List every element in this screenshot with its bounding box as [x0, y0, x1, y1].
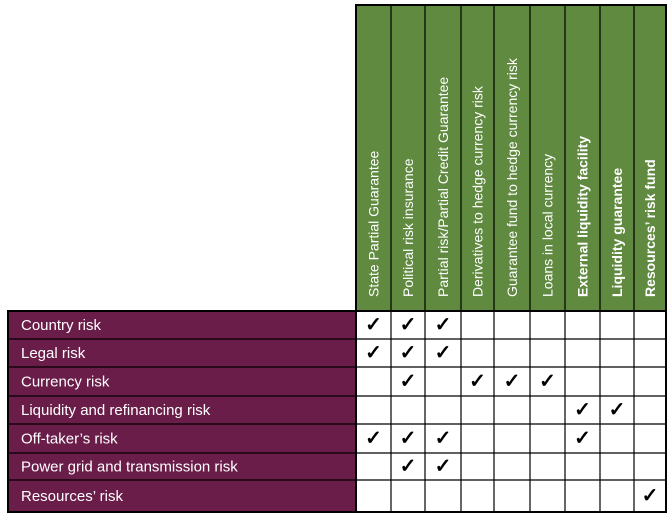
column-header-band [355, 4, 667, 312]
row-label: Country risk [21, 317, 102, 334]
row-label: Off-taker’s risk [21, 431, 118, 448]
column-header-label: Derivatives to hedge currency risk [470, 85, 486, 297]
check-mark-icon: ✓ [539, 371, 556, 393]
check-mark-icon: ✓ [365, 342, 382, 364]
column-header-label: External liquidity facility [575, 136, 591, 297]
column-header-label: Guarantee fund to hedge currency risk [504, 57, 520, 297]
check-mark-icon: ✓ [400, 342, 417, 364]
check-mark-icon: ✓ [574, 399, 591, 421]
row-label: Legal risk [21, 345, 86, 362]
check-mark-icon: ✓ [435, 342, 452, 364]
column-header-label: Loans in local currency [540, 154, 556, 297]
row-label: Resources’ risk [21, 488, 123, 505]
check-mark-icon: ✓ [400, 314, 417, 336]
column-header-label: State Partial Guarantee [366, 150, 382, 297]
row-label: Liquidity and refinancing risk [21, 402, 211, 419]
column-header-label: Liquidity guarantee [609, 168, 625, 297]
check-mark-icon: ✓ [400, 456, 417, 478]
check-mark-icon: ✓ [469, 371, 486, 393]
row-label: Power grid and transmission risk [21, 459, 238, 476]
check-mark-icon: ✓ [435, 428, 452, 450]
check-mark-icon: ✓ [365, 314, 382, 336]
column-header-label: Partial risk/Partial Credit Guarantee [435, 77, 451, 297]
check-mark-icon: ✓ [609, 399, 626, 421]
check-mark-icon: ✓ [574, 428, 591, 450]
cell-grid [355, 310, 667, 513]
check-mark-icon: ✓ [400, 371, 417, 393]
check-mark-icon: ✓ [504, 371, 521, 393]
row-label: Currency risk [21, 374, 110, 391]
row-header-band [7, 310, 357, 513]
check-mark-icon: ✓ [365, 428, 382, 450]
check-mark-icon: ✓ [435, 456, 452, 478]
check-mark-icon: ✓ [435, 314, 452, 336]
column-header-label: Political risk insurance [400, 158, 416, 297]
column-header-label: Resources’ risk fund [642, 159, 658, 297]
check-mark-icon: ✓ [642, 485, 659, 507]
check-mark-icon: ✓ [400, 428, 417, 450]
